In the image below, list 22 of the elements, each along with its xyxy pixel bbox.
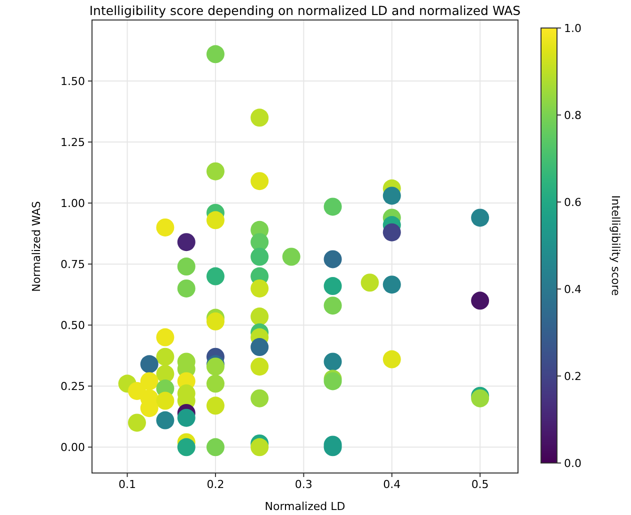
color-bar-label: 1.0 <box>564 22 582 35</box>
x-tick-label: 0.1 <box>118 478 136 491</box>
y-tick-label: 1.25 <box>60 136 85 150</box>
y-axis-title: Normalized WAS <box>30 201 43 292</box>
color-bar-title: Intelligibility score <box>609 195 622 296</box>
x-tick-label: 0.2 <box>206 478 224 491</box>
color-bar-label: 0.0 <box>564 457 582 470</box>
y-tick-label: 0.25 <box>60 380 85 394</box>
y-tick-label: 0.00 <box>60 441 85 454</box>
x-axis-title: Normalized LD <box>264 500 346 513</box>
color-bar-label: 0.2 <box>564 370 582 383</box>
color-bar-label: 0.4 <box>564 283 582 296</box>
color-bar-label: 0.6 <box>564 196 582 209</box>
y-tick-label: 1.00 <box>60 197 85 210</box>
y-tick-label: 0.75 <box>60 258 85 272</box>
chart-title: Intelligibility score depending on normalized LD and normalized WAS <box>89 3 521 18</box>
x-tick-label: 0.3 <box>294 478 312 491</box>
y-tick-label: 1.50 <box>60 75 85 88</box>
x-tick-label: 0.4 <box>383 478 401 491</box>
y-tick-label: 0.50 <box>60 319 85 332</box>
color-bar-label: 0.8 <box>564 109 582 122</box>
x-tick-label: 0.5 <box>471 478 489 491</box>
